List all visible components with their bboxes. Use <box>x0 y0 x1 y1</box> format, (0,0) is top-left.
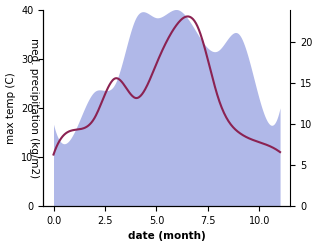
Y-axis label: max temp (C): max temp (C) <box>5 72 16 144</box>
X-axis label: date (month): date (month) <box>128 231 206 242</box>
Y-axis label: med. precipitation (kg/m2): med. precipitation (kg/m2) <box>29 38 39 178</box>
